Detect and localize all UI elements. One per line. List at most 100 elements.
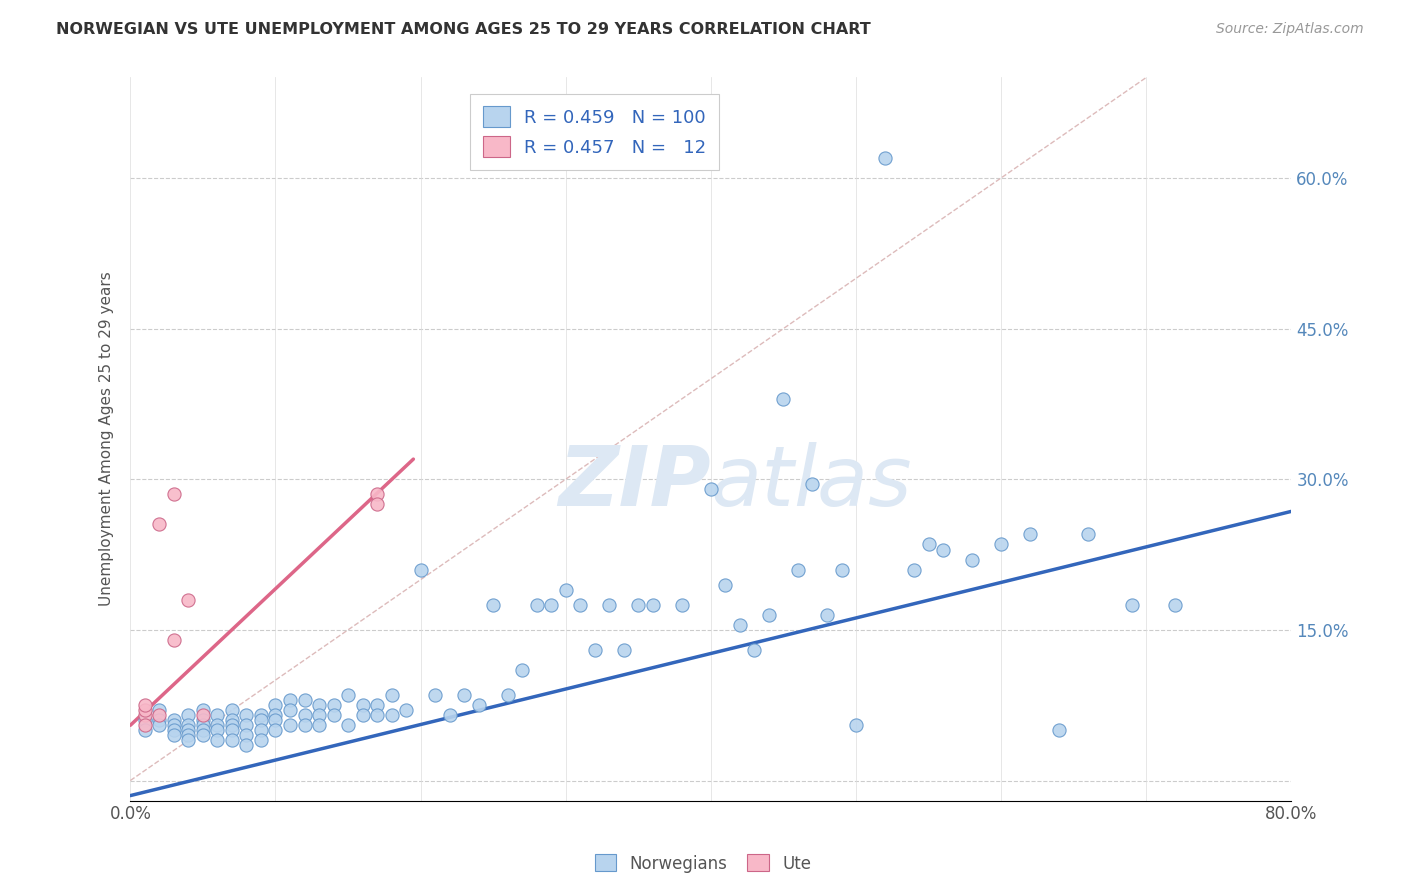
Point: [815, 607, 838, 622]
Point: [134, 708, 156, 723]
Point: [177, 728, 200, 742]
Point: [264, 698, 287, 713]
Point: [960, 552, 983, 566]
Point: [278, 693, 301, 707]
Point: [671, 598, 693, 612]
Point: [801, 477, 824, 491]
Point: [134, 718, 156, 732]
Y-axis label: Unemployment Among Ages 25 to 29 years: Unemployment Among Ages 25 to 29 years: [100, 272, 114, 607]
Point: [758, 607, 780, 622]
Point: [264, 708, 287, 723]
Point: [235, 718, 257, 732]
Point: [352, 708, 374, 723]
Point: [294, 718, 316, 732]
Point: [134, 713, 156, 727]
Point: [221, 718, 243, 732]
Point: [569, 598, 592, 612]
Point: [510, 663, 533, 677]
Text: ZIP: ZIP: [558, 442, 711, 523]
Point: [235, 708, 257, 723]
Point: [627, 598, 650, 612]
Point: [294, 693, 316, 707]
Point: [235, 728, 257, 742]
Point: [352, 698, 374, 713]
Point: [366, 708, 388, 723]
Point: [264, 723, 287, 738]
Point: [148, 703, 170, 717]
Point: [423, 688, 446, 702]
Point: [221, 723, 243, 738]
Point: [191, 708, 214, 723]
Point: [148, 718, 170, 732]
Point: [148, 708, 170, 723]
Point: [191, 718, 214, 732]
Point: [191, 723, 214, 738]
Point: [163, 713, 186, 727]
Point: [453, 688, 475, 702]
Point: [250, 733, 273, 747]
Point: [903, 563, 925, 577]
Point: [221, 703, 243, 717]
Point: [163, 632, 186, 647]
Point: [613, 643, 636, 657]
Point: [191, 703, 214, 717]
Point: [207, 733, 229, 747]
Point: [278, 703, 301, 717]
Point: [395, 703, 418, 717]
Point: [714, 577, 737, 591]
Point: [366, 497, 388, 511]
Text: NORWEGIAN VS UTE UNEMPLOYMENT AMONG AGES 25 TO 29 YEARS CORRELATION CHART: NORWEGIAN VS UTE UNEMPLOYMENT AMONG AGES…: [56, 22, 870, 37]
Point: [308, 718, 330, 732]
Text: atlas: atlas: [711, 442, 912, 523]
Point: [294, 708, 316, 723]
Point: [990, 537, 1012, 551]
Point: [744, 643, 766, 657]
Point: [163, 723, 186, 738]
Point: [308, 698, 330, 713]
Point: [409, 563, 432, 577]
Point: [148, 713, 170, 727]
Point: [598, 598, 620, 612]
Point: [439, 708, 461, 723]
Point: [250, 713, 273, 727]
Point: [381, 688, 404, 702]
Point: [381, 708, 404, 723]
Point: [467, 698, 489, 713]
Point: [177, 733, 200, 747]
Point: [163, 728, 186, 742]
Point: [250, 708, 273, 723]
Point: [337, 688, 360, 702]
Point: [540, 598, 562, 612]
Point: [207, 708, 229, 723]
Point: [772, 392, 794, 406]
Point: [337, 718, 360, 732]
Point: [366, 487, 388, 501]
Point: [322, 698, 344, 713]
Point: [191, 713, 214, 727]
Point: [207, 723, 229, 738]
Point: [191, 728, 214, 742]
Point: [496, 688, 519, 702]
Point: [134, 723, 156, 738]
Point: [482, 598, 505, 612]
Point: [366, 698, 388, 713]
Point: [177, 723, 200, 738]
Point: [1164, 598, 1187, 612]
Point: [917, 537, 939, 551]
Point: [278, 718, 301, 732]
Point: [1077, 527, 1099, 541]
Point: [526, 598, 548, 612]
Point: [831, 563, 853, 577]
Point: [221, 713, 243, 727]
Text: Source: ZipAtlas.com: Source: ZipAtlas.com: [1216, 22, 1364, 37]
Point: [148, 517, 170, 532]
Point: [932, 542, 955, 557]
Point: [134, 703, 156, 717]
Point: [250, 723, 273, 738]
Legend: Norwegians, Ute: Norwegians, Ute: [588, 847, 818, 880]
Point: [845, 718, 868, 732]
Point: [1121, 598, 1143, 612]
Point: [221, 733, 243, 747]
Point: [583, 643, 606, 657]
Point: [235, 739, 257, 753]
